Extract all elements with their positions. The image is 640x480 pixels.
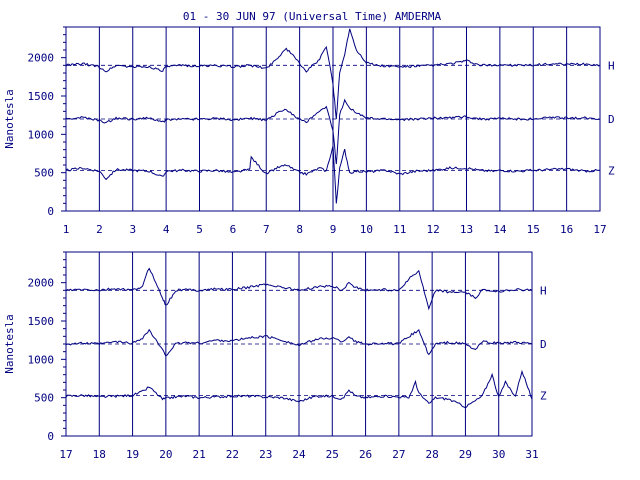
series-line-h [65, 28, 601, 120]
x-tick-label: 16 [560, 223, 573, 236]
x-tick-label: 8 [296, 223, 303, 236]
x-tick-label: 22 [226, 448, 239, 461]
x-tick-label: 29 [459, 448, 472, 461]
series-line-d [65, 98, 601, 165]
component-label-z: Z [608, 164, 615, 177]
y-tick-label: 1000 [28, 353, 55, 366]
x-tick-label: 24 [292, 448, 306, 461]
x-tick-label: 31 [525, 448, 538, 461]
x-tick-label: 17 [59, 448, 72, 461]
x-tick-label: 28 [426, 448, 439, 461]
x-tick-label: 10 [360, 223, 373, 236]
y-tick-label: 0 [47, 430, 54, 443]
panel-2: 17 18 19 20 21 22 23 24 25 26 27 28 29 30 31 0 500 1000 15… [3, 251, 547, 461]
y-axis-label: Nanotesla [3, 89, 16, 149]
x-tick-label: 1 [63, 223, 70, 236]
series-line-d [65, 328, 533, 357]
x-tick-label: 12 [427, 223, 440, 236]
series-line-z [65, 145, 601, 204]
x-tick-label: 21 [193, 448, 206, 461]
y-tick-label: 500 [34, 167, 54, 180]
component-label-h: H [540, 284, 547, 297]
x-tick-label: 20 [159, 448, 172, 461]
x-tick-label: 25 [326, 448, 339, 461]
x-tick-label: 26 [359, 448, 372, 461]
panel-1: 1 2 3 4 5 6 7 8 9 10 11 12 13 14 15 16 17050010001500200… [3, 26, 615, 236]
component-label-d: D [608, 113, 615, 126]
x-tick-label: 4 [163, 223, 170, 236]
y-tick-label: 1500 [28, 315, 55, 328]
x-tick-label: 19 [126, 448, 139, 461]
component-label-d: D [540, 338, 547, 351]
component-label-z: Z [540, 389, 547, 402]
series-line-h [65, 267, 533, 311]
x-tick-label: 18 [93, 448, 106, 461]
y-tick-label: 2000 [28, 277, 55, 290]
x-tick-label: 3 [129, 223, 136, 236]
x-tick-label: 14 [493, 223, 507, 236]
x-tick-label: 13 [460, 223, 473, 236]
x-tick-label: 17 [593, 223, 606, 236]
y-tick-label: 2000 [28, 52, 55, 65]
x-tick-label: 6 [230, 223, 237, 236]
x-tick-label: 9 [330, 223, 337, 236]
x-tick-label: 2 [96, 223, 103, 236]
x-tick-label: 27 [392, 448, 405, 461]
y-axis-label: Nanotesla [3, 314, 16, 374]
y-tick-label: 0 [47, 205, 54, 218]
x-tick-label: 30 [492, 448, 505, 461]
y-tick-label: 1000 [28, 128, 55, 141]
x-tick-label: 11 [393, 223, 406, 236]
chart-panels: 1 2 3 4 5 6 7 8 9 10 11 12 13 14 15 16 17050010001500200… [3, 26, 615, 461]
chart-title: 01 - 30 JUN 97 (Universal Time) AMDERMA [183, 10, 442, 23]
x-tick-label: 15 [527, 223, 540, 236]
y-tick-label: 1500 [28, 90, 55, 103]
x-tick-label: 23 [259, 448, 272, 461]
y-tick-label: 500 [34, 392, 54, 405]
x-tick-label: 5 [196, 223, 203, 236]
x-tick-label: 7 [263, 223, 270, 236]
component-label-h: H [608, 59, 615, 72]
series-line-z [65, 369, 533, 409]
